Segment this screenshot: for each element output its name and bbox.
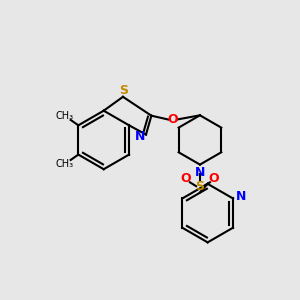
Text: O: O <box>208 172 219 185</box>
Text: N: N <box>236 190 246 203</box>
Text: N: N <box>195 166 205 179</box>
Text: CH₃: CH₃ <box>56 159 74 169</box>
Text: O: O <box>181 172 191 185</box>
Text: O: O <box>168 113 178 126</box>
Text: S: S <box>196 180 205 193</box>
Text: CH₃: CH₃ <box>56 111 74 121</box>
Text: S: S <box>119 84 128 97</box>
Text: N: N <box>135 130 145 143</box>
